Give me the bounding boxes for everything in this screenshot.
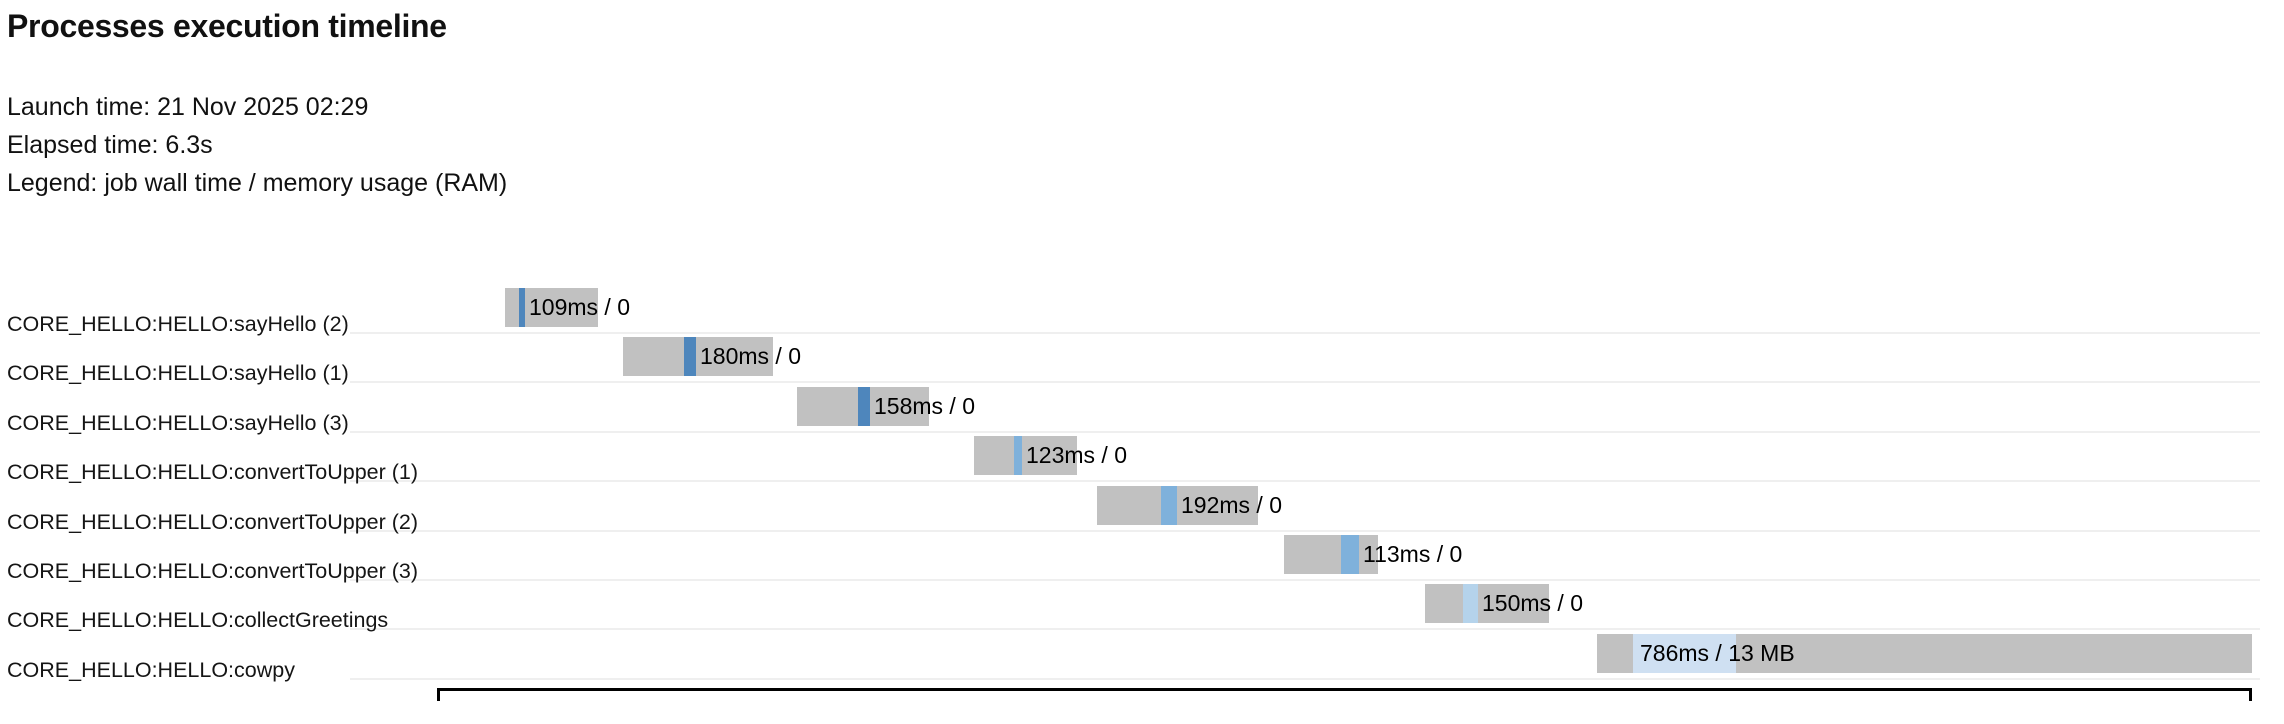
run-metadata: Launch time: 21 Nov 2025 02:29 Elapsed t… <box>7 88 507 202</box>
task-bar-run-segment <box>1161 486 1177 525</box>
task-bar-run-segment <box>1341 535 1359 574</box>
row-separator-line <box>350 628 2260 630</box>
task-bar[interactable] <box>797 387 929 426</box>
task-bar-label: 150ms / 0 <box>1482 590 1583 616</box>
task-bar-run-segment <box>1633 634 1736 673</box>
task-bar[interactable] <box>1425 584 1549 623</box>
x-axis-start-tick <box>437 688 440 701</box>
task-bar-label: 786ms / 13 MB <box>1640 640 1795 666</box>
x-axis-end-tick <box>2249 688 2252 701</box>
process-label: CORE_HELLO:HELLO:cowpy <box>7 658 295 682</box>
process-label: CORE_HELLO:HELLO:sayHello (2) <box>7 312 349 336</box>
process-label: CORE_HELLO:HELLO:sayHello (3) <box>7 411 349 435</box>
launch-time-text: Launch time: 21 Nov 2025 02:29 <box>7 93 369 121</box>
task-bar-run-segment <box>1014 436 1022 475</box>
x-axis-domain-line <box>437 688 2252 691</box>
row-separator-line <box>350 579 2260 581</box>
row-separator-line <box>350 332 2260 334</box>
row-separator-line <box>350 431 2260 433</box>
task-bar-label: 113ms / 0 <box>1363 541 1463 567</box>
process-label: CORE_HELLO:HELLO:convertToUpper (1) <box>7 460 419 484</box>
task-bar[interactable] <box>623 337 773 376</box>
task-bar-label: 158ms / 0 <box>874 393 975 419</box>
task-bar-run-segment <box>684 337 696 376</box>
task-bar[interactable] <box>505 288 598 327</box>
row-separator-line <box>350 381 2260 383</box>
task-bar-run-segment <box>1463 584 1478 623</box>
process-label: CORE_HELLO:HELLO:collectGreetings <box>7 608 389 632</box>
task-bar-label: 123ms / 0 <box>1026 442 1127 468</box>
task-bar-label: 192ms / 0 <box>1181 492 1282 518</box>
task-bar-label: 180ms / 0 <box>700 343 801 369</box>
process-label: CORE_HELLO:HELLO:sayHello (1) <box>7 361 349 385</box>
elapsed-time-text: Elapsed time: 6.3s <box>7 131 213 159</box>
row-separator-line <box>350 480 2260 482</box>
task-bar-label: 109ms / 0 <box>529 294 630 320</box>
task-bar[interactable] <box>1097 486 1258 525</box>
row-separator-line <box>350 678 2260 680</box>
page-title: Processes execution timeline <box>7 8 447 44</box>
task-bar-run-segment <box>519 288 525 327</box>
task-bar[interactable] <box>974 436 1077 475</box>
task-bar-run-segment <box>858 387 870 426</box>
task-bar[interactable] <box>1597 634 2252 673</box>
task-bar[interactable] <box>1284 535 1378 574</box>
process-label: CORE_HELLO:HELLO:convertToUpper (2) <box>7 510 419 534</box>
row-separator-line <box>350 530 2260 532</box>
process-label: CORE_HELLO:HELLO:convertToUpper (3) <box>7 559 419 583</box>
legend-text: Legend: job wall time / memory usage (RA… <box>7 169 508 197</box>
